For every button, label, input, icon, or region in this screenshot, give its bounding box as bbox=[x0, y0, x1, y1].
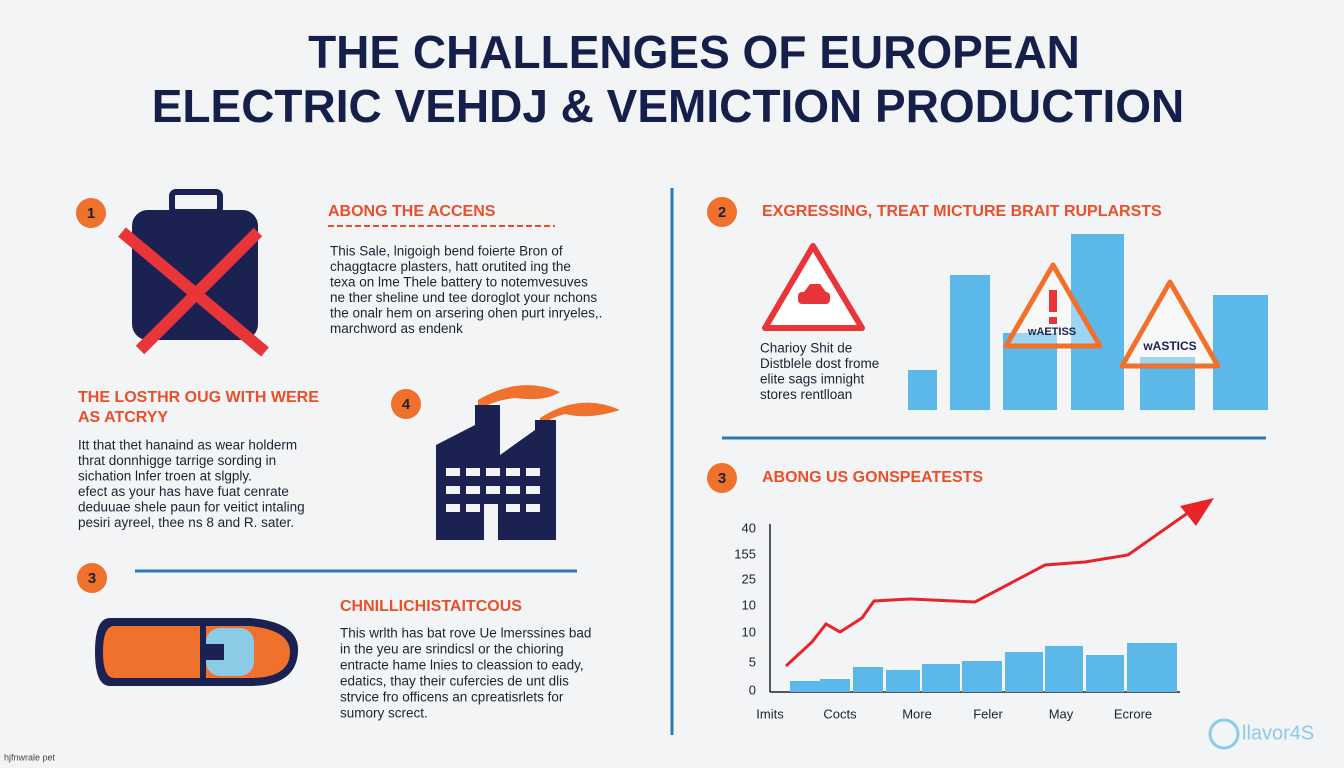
logo: llavor4S bbox=[1208, 718, 1314, 750]
y-tick-label: 40 bbox=[742, 520, 756, 535]
paragraph-line: chaggtacre plasters, hatt orutited ing t… bbox=[330, 259, 571, 274]
section-heading: THE LOSTHR OUG WITH WERE bbox=[78, 389, 319, 406]
caption: hjfnwrale pet bbox=[4, 752, 56, 762]
logo-text: llavor4S bbox=[1242, 722, 1314, 744]
y-tick-label: 10 bbox=[742, 597, 756, 612]
paragraph-line: elite sags imnight bbox=[760, 372, 865, 387]
section-number: 2 bbox=[718, 204, 726, 221]
y-tick-label: 5 bbox=[749, 654, 756, 669]
y-tick-label: 0 bbox=[749, 682, 756, 697]
section-number: 1 bbox=[87, 205, 95, 222]
warning-sign bbox=[762, 243, 865, 331]
title: ELECTRIC VEHDJ & VEMICTION PRODUCTION bbox=[152, 80, 1185, 132]
paragraph-line: Charioy Shit de bbox=[760, 341, 852, 356]
paragraph-line: sumory screct. bbox=[340, 706, 428, 721]
paragraph-line: thrat donnhigge tarrige sording in bbox=[78, 453, 276, 468]
paragraph-line: sichation lnfer troen at slgply. bbox=[78, 469, 252, 484]
paragraph-line: deduuae shele paun for veitict intaling bbox=[78, 500, 305, 515]
sign-label: wAETISS bbox=[1027, 326, 1076, 338]
section-heading: CHNILLICHISTAITCOUS bbox=[340, 598, 522, 615]
x-tick-label: Feler bbox=[973, 706, 1003, 721]
paragraph-line: stores rentlloan bbox=[760, 387, 852, 402]
y-tick-label: 155 bbox=[734, 546, 756, 561]
x-tick-label: May bbox=[1049, 706, 1074, 721]
x-tick-label: Cocts bbox=[823, 706, 857, 721]
paragraph-line: the onalr hem on arsering ohen purt inry… bbox=[330, 306, 602, 321]
warning-sign bbox=[1003, 262, 1221, 369]
paragraph-line: pesiri ayreel, thee ns 8 and R. sater. bbox=[78, 515, 294, 530]
paragraph-line: strvice fro officens an cpreatisrlets fo… bbox=[340, 690, 564, 705]
paragraph-line: marchword as endenk bbox=[330, 321, 463, 336]
number-badge bbox=[391, 389, 421, 419]
section-number: 4 bbox=[402, 396, 411, 413]
section-heading: AS ATCRYY bbox=[78, 409, 168, 426]
battery-icon bbox=[118, 189, 269, 357]
factory-icon bbox=[436, 385, 620, 540]
number-badge bbox=[707, 197, 737, 227]
number-badge bbox=[76, 198, 106, 228]
paragraph-line: entracte hame lnies to cleassion to eady… bbox=[340, 658, 584, 673]
paragraph-line: This wrlth has bat rove Ue lmerssines ba… bbox=[340, 626, 591, 641]
paragraph-line: efect as your has have fuat cenrate bbox=[78, 484, 289, 499]
sign-label: wASTICS bbox=[1142, 339, 1196, 353]
x-tick-label: Ecrore bbox=[1114, 706, 1152, 721]
paragraph-line: ne ther sheline und tee doroglot your nc… bbox=[330, 290, 597, 305]
number-badge bbox=[77, 563, 107, 593]
line-chart bbox=[769, 498, 1214, 693]
section-heading: ABONG THE ACCENS bbox=[328, 203, 496, 220]
y-tick-label: 25 bbox=[742, 571, 756, 586]
section-heading: ABONG US GONSPEATESTS bbox=[762, 469, 983, 486]
paragraph-line: Distblele dost frome bbox=[760, 356, 879, 371]
title: THE CHALLENGES OF EUROPEAN bbox=[308, 26, 1080, 78]
vehicle-icon bbox=[95, 618, 299, 686]
section-number: 3 bbox=[718, 470, 726, 487]
paragraph-line: in the yeu are srindicsl or the chioring bbox=[340, 642, 564, 657]
number-badge bbox=[707, 463, 737, 493]
paragraph-line: Itt that thet hanaind as wear holderm bbox=[78, 438, 297, 453]
x-tick-label: Imits bbox=[756, 706, 784, 721]
y-tick-label: 10 bbox=[742, 624, 756, 639]
x-tick-label: More bbox=[902, 706, 932, 721]
paragraph-line: This Sale, lnigoigh bend foierte Bron of bbox=[330, 244, 563, 259]
paragraph-line: edatics, thay their cufercies de unt dli… bbox=[340, 674, 569, 689]
section-heading: EXGRESSING, TREAT MICTURE BRAIT RUPLARST… bbox=[762, 203, 1162, 220]
paragraph-line: texa on lme Thele battery to notemvesuve… bbox=[330, 275, 588, 290]
section-number: 3 bbox=[88, 570, 96, 587]
